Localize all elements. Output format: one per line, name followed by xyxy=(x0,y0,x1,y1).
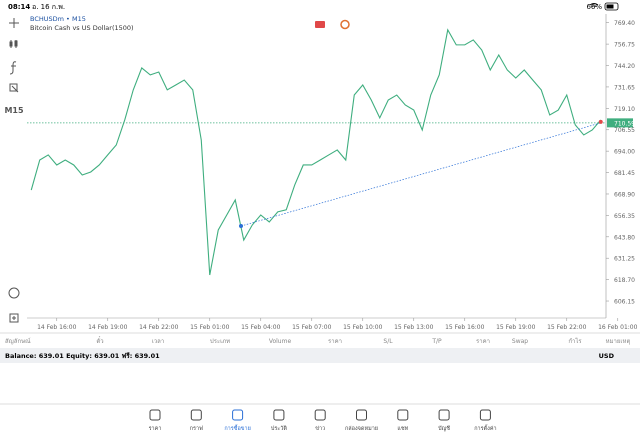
trade-close xyxy=(598,119,603,124)
wifi-icon xyxy=(589,3,599,8)
column-header[interactable]: กำไร xyxy=(568,337,582,345)
x-tick-label: 15 Feb 22:00 xyxy=(547,324,587,331)
battery-text: 66% xyxy=(586,3,602,11)
column-header[interactable]: Swap xyxy=(512,338,528,345)
tab-icon[interactable] xyxy=(190,409,202,421)
balance-value: 639.01 xyxy=(39,352,65,360)
tab-icon[interactable] xyxy=(438,409,450,421)
timeframe[interactable]: M15 xyxy=(4,106,24,115)
x-tick-label: 15 Feb 04:00 xyxy=(241,324,281,331)
tab-icon[interactable] xyxy=(273,409,285,421)
status-time: 08:14 xyxy=(8,3,30,11)
objects-tool[interactable] xyxy=(9,83,19,93)
tab-bar: ราคา กราฟ การซื้อขาย ประวัติ ข่าว กล่องจดหมาย… xyxy=(149,409,497,432)
y-tick-label: 694.00 xyxy=(614,149,635,156)
equity-value: 639.01 xyxy=(94,352,120,360)
tab-label[interactable]: การซื้อขาย xyxy=(224,424,250,432)
currency: USD xyxy=(599,352,615,360)
y-tick-label: 769.40 xyxy=(614,20,635,27)
tab-label[interactable]: บัญชี xyxy=(438,425,450,432)
y-tick-label: 606.15 xyxy=(614,299,635,306)
trade-line xyxy=(240,122,601,227)
battery-level xyxy=(606,4,614,9)
current-price-box xyxy=(607,118,633,128)
plot: 606.15 618.70 631.25 643.80 656.35 668.90 681.… xyxy=(27,20,638,331)
tab-label[interactable]: กล่องจดหมาย xyxy=(345,426,378,432)
column-header[interactable]: สัญลักษณ์ xyxy=(5,337,31,345)
tab-label[interactable]: กราฟ xyxy=(190,425,203,432)
free-label: ฟรี: xyxy=(122,352,133,360)
y-tick-label: 643.80 xyxy=(614,234,635,241)
left-toolbar xyxy=(8,18,20,323)
chart-subtitle: Bitcoin Cash vs US Dollar(1500) xyxy=(30,24,134,32)
column-header[interactable]: ราคา xyxy=(476,338,490,345)
tab-label[interactable]: แชท xyxy=(397,425,408,432)
tab-label[interactable]: ประวัติ xyxy=(271,425,287,432)
battery-icon xyxy=(604,2,619,11)
column-header[interactable]: ตั๋ว xyxy=(96,336,103,345)
x-tick-label: 15 Feb 13:00 xyxy=(394,324,434,331)
tab-icon[interactable] xyxy=(314,409,326,421)
price-line xyxy=(30,28,602,276)
one-click-icon[interactable] xyxy=(315,21,325,28)
tab-icon[interactable] xyxy=(397,409,409,421)
tab-label[interactable]: ข่าว xyxy=(315,426,325,432)
tab-icon[interactable] xyxy=(232,409,244,421)
signal-icon[interactable] xyxy=(340,19,350,30)
x-tick-label: 16 Feb 01:00 xyxy=(598,324,638,331)
balance-row: Balance: 639.01 Equity: 639.01 ฟรี: 639.… xyxy=(5,352,160,360)
tab-icon[interactable] xyxy=(479,409,491,421)
x-tick-label: 15 Feb 16:00 xyxy=(445,324,485,331)
y-tick-label: 681.45 xyxy=(614,170,635,177)
x-tick-label: 15 Feb 10:00 xyxy=(343,324,383,331)
y-tick-label: 719.10 xyxy=(614,106,635,113)
y-tick-label: 631.25 xyxy=(614,256,635,263)
y-tick-label: 756.75 xyxy=(614,42,635,49)
y-tick-label: 744.20 xyxy=(614,63,635,70)
tab-icon[interactable] xyxy=(149,409,161,421)
x-tick-label: 14 Feb 16:00 xyxy=(37,324,77,331)
crosshair-tool[interactable] xyxy=(9,18,19,28)
add-tool[interactable] xyxy=(9,313,19,323)
equity-label: Equity: xyxy=(66,352,92,360)
column-header[interactable]: ประเภท xyxy=(210,338,230,345)
x-tick-label: 14 Feb 19:00 xyxy=(88,324,128,331)
column-header[interactable]: S/L xyxy=(383,338,393,345)
column-header[interactable]: เวลา xyxy=(152,338,164,345)
current-price-label: 710.59 xyxy=(614,120,635,127)
x-tick-label: 15 Feb 19:00 xyxy=(496,324,536,331)
chart-title: BCHUSDm • M15 xyxy=(30,15,86,23)
y-tick-label: 706.55 xyxy=(614,127,635,134)
column-header[interactable]: Volume xyxy=(269,338,292,345)
table-header: สัญลักษณ์ ตั๋ว เวลา ประเภท Volume ราคา S/L T/P ร… xyxy=(5,336,630,345)
free-value: 639.01 xyxy=(135,352,161,360)
x-tick-label: 15 Feb 01:00 xyxy=(190,324,230,331)
trade-open xyxy=(239,224,243,229)
y-tick-label: 731.65 xyxy=(614,84,635,91)
status-date: อ. 16 ก.พ. xyxy=(32,3,65,11)
y-tick-label: 618.70 xyxy=(614,277,635,284)
y-tick-label: 656.35 xyxy=(614,213,635,220)
function-tool[interactable] xyxy=(9,61,17,75)
column-header[interactable]: หมายเหตุ xyxy=(606,338,631,345)
y-tick-label: 668.90 xyxy=(614,191,635,198)
clock-tool[interactable] xyxy=(8,287,20,299)
tab-icon[interactable] xyxy=(356,409,367,421)
indicator-tool[interactable] xyxy=(9,40,18,48)
balance-label: Balance: xyxy=(5,352,36,360)
tab-label[interactable]: การตั้งค่า xyxy=(474,424,496,432)
balance-bar xyxy=(0,348,640,363)
x-tick-label: 15 Feb 07:00 xyxy=(292,324,332,331)
tab-label[interactable]: ราคา xyxy=(149,426,162,432)
column-header[interactable]: ราคา xyxy=(328,338,342,345)
column-header[interactable]: T/P xyxy=(431,338,442,345)
x-tick-label: 14 Feb 22:00 xyxy=(139,324,179,331)
